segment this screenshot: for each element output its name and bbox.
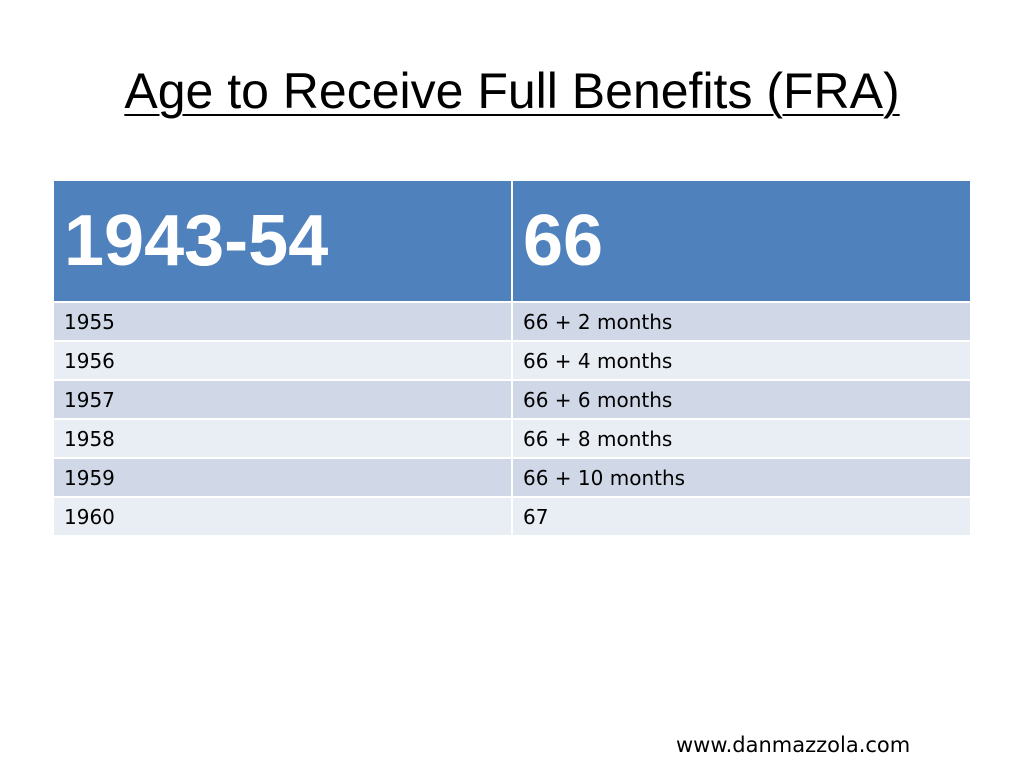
- table-cell: 66 + 8 months: [511, 418, 972, 459]
- table-cell: 1956: [52, 340, 513, 381]
- fra-table: 1943-54 66 1955 66 + 2 months 1956 66 + 4 m…: [52, 179, 972, 537]
- table-cell: 1955: [52, 301, 513, 342]
- table-row: 1958 66 + 8 months: [52, 418, 972, 459]
- table-cell: 66 + 6 months: [511, 379, 972, 420]
- table-cell: 1959: [52, 457, 513, 498]
- table-cell: 66 + 10 months: [511, 457, 972, 498]
- table-cell: 1960: [52, 496, 513, 537]
- footer: www.danmazzola.com: [676, 733, 911, 757]
- table-row: 1959 66 + 10 months: [52, 457, 972, 498]
- header-row: 1943-54 66: [52, 179, 972, 303]
- table-row: 1957 66 + 6 months: [52, 379, 972, 420]
- header-cell: 1943-54: [52, 179, 513, 303]
- table-cell: 67: [511, 496, 972, 537]
- table-row: 1956 66 + 4 months: [52, 340, 972, 381]
- header-cell: 66: [511, 179, 972, 303]
- table-cell: 1957: [52, 379, 513, 420]
- table-cell: 1958: [52, 418, 513, 459]
- table-row: 1955 66 + 2 months: [52, 301, 972, 342]
- table-row: 1960 67: [52, 496, 972, 537]
- table-cell: 66 + 2 months: [511, 301, 972, 342]
- table-body: 1955 66 + 2 months 1956 66 + 4 months 1957 66…: [52, 301, 972, 537]
- title: Age to Receive Full Benefits (FRA): [124, 63, 900, 119]
- table-cell: 66 + 4 months: [511, 340, 972, 381]
